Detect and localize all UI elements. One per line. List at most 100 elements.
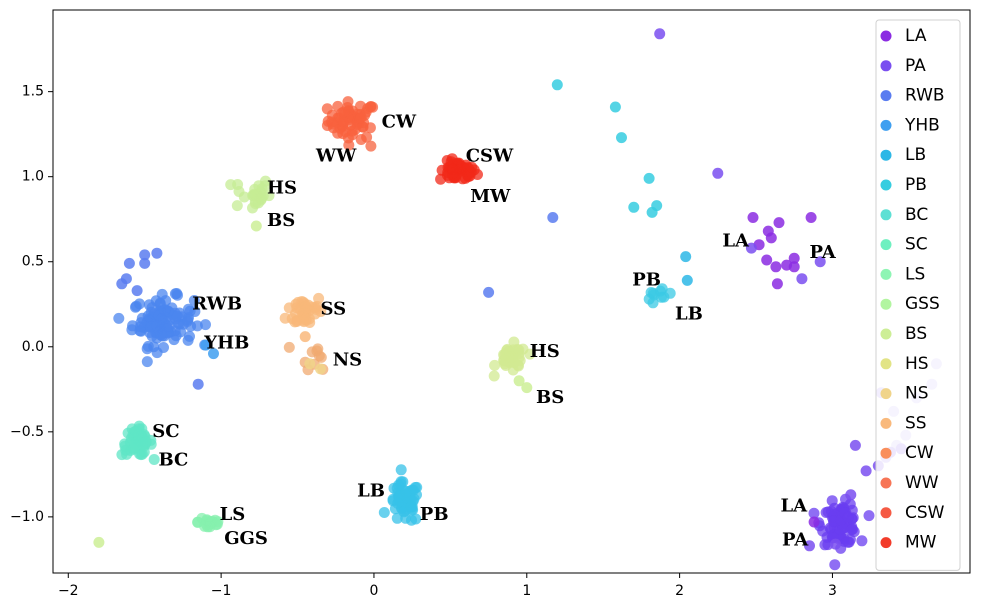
- data-point: [447, 164, 459, 175]
- legend-marker: [880, 328, 892, 340]
- x-tick-label: 3: [828, 583, 837, 599]
- legend-label: HS: [905, 354, 929, 374]
- cluster-label: PA: [810, 242, 837, 263]
- data-point: [170, 330, 182, 342]
- y-tick-label: −1.0: [10, 509, 44, 525]
- data-point: [148, 454, 160, 465]
- cluster-labels-layer: CW WW CSW MW HS BS SS NS RWB YHB SC BC LS GGS LB PB HS BS…: [152, 111, 836, 550]
- plot-frame: [52, 9, 971, 574]
- data-point: [664, 287, 676, 299]
- legend-marker: [880, 30, 892, 42]
- x-axis: −2 −1 0 1 2 3: [58, 573, 837, 599]
- legend-marker: [880, 268, 892, 280]
- cluster-label: BC: [159, 450, 189, 471]
- data-point: [141, 356, 153, 368]
- data-point: [489, 359, 501, 371]
- data-point: [609, 101, 621, 113]
- legend-marker: [880, 239, 892, 251]
- data-point: [231, 200, 243, 212]
- data-point: [364, 122, 376, 134]
- data-point: [856, 535, 868, 547]
- legend-marker: [880, 477, 892, 489]
- data-point: [130, 300, 142, 312]
- legend-label: BC: [905, 205, 928, 225]
- data-point: [249, 183, 261, 195]
- data-point: [513, 352, 525, 363]
- data-point: [204, 518, 216, 530]
- legend-marker: [880, 60, 892, 72]
- data-point: [139, 257, 151, 269]
- cluster-label: BS: [536, 387, 564, 408]
- data-point: [804, 540, 815, 552]
- data-point: [300, 313, 312, 325]
- cluster-label: RWB: [192, 293, 242, 314]
- legend-marker: [880, 298, 892, 310]
- data-point: [808, 507, 820, 519]
- legend-label: SS: [905, 413, 927, 433]
- data-point: [283, 341, 295, 353]
- data-point: [171, 310, 183, 322]
- data-point: [346, 129, 358, 141]
- data-point: [842, 511, 854, 523]
- data-point: [400, 486, 412, 498]
- data-point: [365, 101, 377, 112]
- data-point: [200, 319, 211, 331]
- data-point: [283, 302, 295, 314]
- data-point: [747, 212, 759, 223]
- data-point: [143, 299, 155, 311]
- data-point: [761, 254, 773, 266]
- data-point: [182, 314, 194, 325]
- data-point: [773, 217, 785, 229]
- legend-label: RWB: [905, 86, 945, 106]
- data-point: [513, 375, 525, 387]
- data-point: [233, 186, 245, 197]
- cluster-label: CSW: [466, 145, 514, 166]
- legend: LA PA RWB YHB LB PB BC SC LS GSS BS HS NS SS CW WW CSW MW: [875, 19, 961, 571]
- data-point: [172, 289, 183, 301]
- cluster-label: HS: [267, 178, 297, 199]
- data-point: [250, 220, 262, 232]
- y-tick-label: 0.0: [22, 339, 44, 355]
- legend-marker: [880, 358, 892, 370]
- cluster-label: BS: [267, 210, 295, 231]
- data-point: [188, 295, 200, 306]
- data-point: [830, 538, 841, 550]
- legend-label: BS: [905, 324, 927, 344]
- data-point: [142, 310, 154, 322]
- legend-label: CSW: [905, 503, 945, 523]
- cluster-label: LS: [220, 504, 246, 525]
- legend-marker: [880, 417, 892, 429]
- data-point: [409, 482, 421, 493]
- data-point: [771, 278, 783, 290]
- data-point: [410, 513, 422, 525]
- data-point: [847, 523, 858, 535]
- legend-label: WW: [905, 473, 939, 493]
- data-point: [646, 206, 658, 218]
- cluster-label: LA: [722, 230, 750, 251]
- data-point: [127, 320, 138, 332]
- data-point: [192, 378, 204, 390]
- x-tick-label: 2: [675, 583, 684, 599]
- data-point: [681, 274, 693, 286]
- cluster-label: LB: [675, 304, 703, 325]
- data-point: [355, 134, 367, 145]
- data-point: [128, 443, 140, 455]
- data-point: [770, 261, 782, 273]
- data-point: [395, 464, 407, 476]
- data-point: [849, 439, 861, 451]
- data-point: [357, 121, 368, 133]
- data-point: [796, 273, 808, 285]
- legend-label: MW: [905, 533, 937, 553]
- data-point: [321, 103, 333, 115]
- data-point: [645, 287, 657, 298]
- legend-label: LS: [905, 264, 925, 284]
- data-point: [408, 493, 420, 505]
- data-point: [154, 298, 166, 310]
- data-point: [338, 106, 350, 118]
- data-point: [826, 495, 838, 507]
- cluster-label: PB: [632, 269, 661, 290]
- legend-label: PA: [905, 56, 926, 76]
- cluster-label: MW: [470, 186, 511, 207]
- y-tick-label: 1.5: [22, 84, 44, 100]
- data-point: [745, 242, 757, 254]
